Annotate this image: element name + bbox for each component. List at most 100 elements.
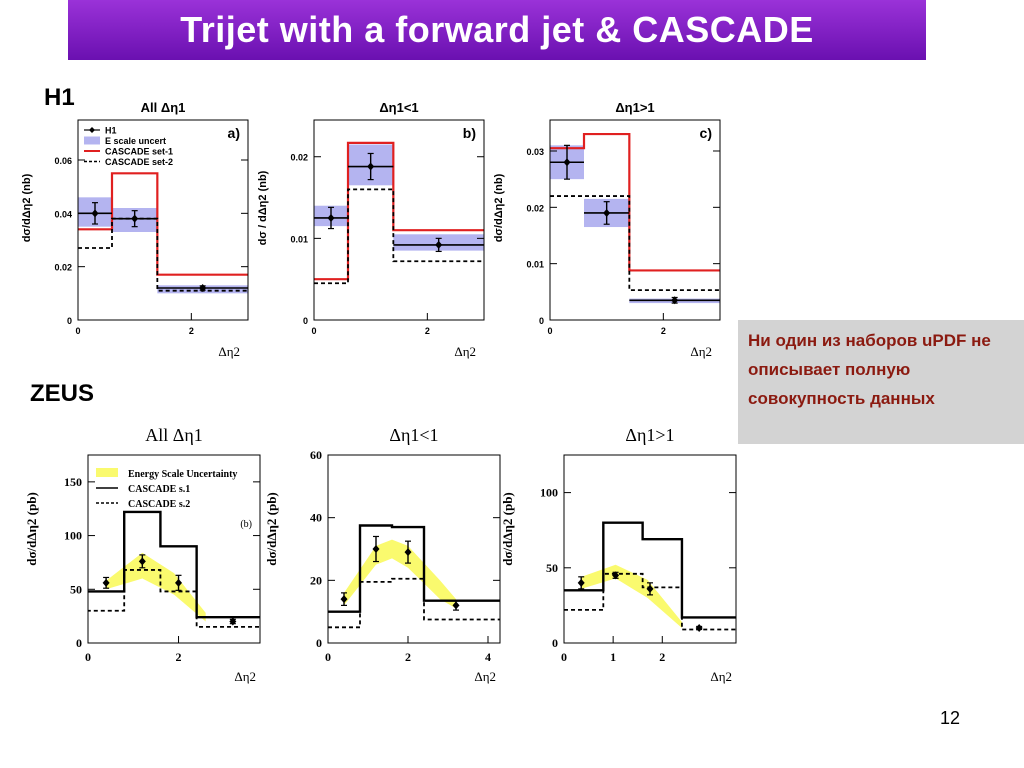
x-tick-label-0: 0 [325,650,331,664]
y-tick-label-2: 100 [540,486,558,500]
plot-frame [327,454,501,644]
chart-h1-b: 0 0.01 0.02 0 2 Δη1<1 b) Δη2 dσ / dΔη2 (nb) [257,100,485,359]
x-tick-label-1: 2 [189,326,194,336]
x-tick-label-0: 0 [561,650,567,664]
data-point-2-marker [175,578,183,587]
data-point-1-marker [367,162,375,171]
legend-label-3: CASCADE set-2 [105,157,173,167]
plot-frame [549,119,721,321]
data-point-2-marker [671,296,679,305]
y-tick-label-0: 0 [316,636,322,650]
data-point-0-marker [327,213,335,222]
legend-entry-2: CASCADE set-1 [84,147,173,157]
data-point-0-marker [577,578,585,587]
x-tick-label-1: 2 [405,650,411,664]
x-tick-label-1: 2 [661,326,666,336]
y-tick-label-0: 0 [76,636,82,650]
series-1-step [550,195,720,292]
y-tick-label-1: 20 [310,573,322,587]
legend-band-swatch [84,136,100,145]
x-tick-label-1: 2 [425,326,430,336]
legend-entry-3: CASCADE set-2 [84,157,173,167]
data-point-1-marker [612,571,620,580]
y-tick-label-3: 0.06 [54,156,72,166]
legend-entry-1: CASCADE s.1 [96,484,190,495]
plot-frame [77,119,249,321]
data-point-3-marker [229,617,237,626]
y-axis-label: dσ/dΔη2 (pb) [24,492,39,566]
plot-frame [313,119,485,321]
data-point-1-marker [603,208,611,217]
chart-zeus-a: 0 50 100 150 0 2 All Δη1 (b) Δη2 dσ/dΔη2 (pb) Ener… [24,425,261,684]
energy-scale-band [106,552,206,622]
data-point-1-marker [372,545,380,553]
y-tick-label-1: 50 [70,582,82,596]
legend-label-1: CASCADE s.1 [128,484,190,495]
data-point-0-marker [563,158,571,167]
x-tick-label-2: 4 [485,650,491,664]
y-axis-label: dσ/dΔη2 (nb) [493,173,505,242]
y-tick-label-0: 0 [67,316,72,326]
data-point-3-marker [452,601,460,610]
data-point-0-marker [102,578,110,587]
series-0-step [78,172,248,276]
panel-label: b) [463,125,476,141]
y-axis-label: dσ / dΔη2 (nb) [257,170,269,245]
panel-label: c) [700,125,712,141]
y-tick-label-0: 0 [539,316,544,326]
x-axis-label: Δη2 [690,344,712,359]
series-0-step [550,132,720,272]
x-tick-label-1: 1 [610,650,616,664]
data-point-2-marker [199,284,207,292]
chart-zeus-b: 0 20 40 60 0 2 4 Δη1<1 Δη2 dσ/dΔη2 (pb) [264,425,501,684]
legend-label-2: CASCADE s.2 [128,499,190,510]
legend-label-1: E scale uncert [105,136,166,146]
y-tick-label-2: 100 [64,529,82,543]
legend-label-0: H1 [105,126,117,136]
y-tick-label-2: 40 [310,511,322,525]
plot-area-zeus-b [328,524,500,629]
x-tick-label-1: 2 [176,650,182,664]
y-axis-label: dσ/dΔη2 (nb) [21,173,33,242]
data-point-2-marker [404,548,412,557]
x-tick-label-0: 0 [547,326,552,336]
data-point-3-marker [695,623,703,632]
chart-zeus-c: 0 50 100 0 1 2 Δη1>1 Δη2 dσ/dΔη2 (pb) [500,425,737,684]
x-axis-label: Δη2 [474,669,496,684]
legend-label-2: CASCADE set-1 [105,147,173,157]
chart-h1-a: 0 0.02 0.04 0.06 0 2 All Δη1 a) Δη2 dσ/dΔη2 (nb) H… [21,100,249,359]
energy-scale-band [344,539,456,609]
y-tick-label-2: 0.02 [290,153,308,163]
page-number: 12 [940,708,961,728]
y-tick-label-2: 0.02 [526,203,544,213]
series-1-step [314,188,484,285]
chart-title: Δη1<1 [379,100,418,115]
note-box: Ни один из наборов uPDF не описывает пол… [738,320,1024,444]
panel-label: a) [228,125,240,141]
plot-frame [87,454,261,644]
y-tick-label-1: 50 [546,561,558,575]
plot-area-h1-b [314,141,484,285]
series-1-step [328,577,500,629]
data-point-0-marker [340,595,348,604]
plot-area-zeus-a [88,510,260,628]
data-point-1-marker [138,557,146,566]
y-tick-label-0: 0 [552,636,558,650]
x-tick-label-0: 0 [75,326,80,336]
series-0-step [314,141,484,281]
chart-title: Δη1>1 [615,100,654,115]
chart-title: Δη1<1 [389,425,438,445]
series-0-step [564,521,736,619]
slide-title: Trijet with a forward jet & CASCADE [180,9,814,50]
y-axis-label: dσ/dΔη2 (pb) [264,492,279,566]
panel-label: (b) [240,519,252,530]
y-tick-label-0: 0 [303,316,308,326]
plot-area-zeus-c [564,521,736,632]
note-text: Ни один из наборов uPDF не описывает пол… [748,331,991,408]
zeus-label: ZEUS [30,380,95,407]
chart-h1-c: 0 0.01 0.02 0.03 0 2 Δη1>1 c) Δη2 dσ/dΔη2 (nb) [493,100,721,359]
y-tick-label-3: 60 [310,448,322,462]
series-1-step [88,569,260,628]
y-tick-label-1: 0.01 [526,260,544,270]
y-tick-label-2: 0.04 [54,209,72,219]
